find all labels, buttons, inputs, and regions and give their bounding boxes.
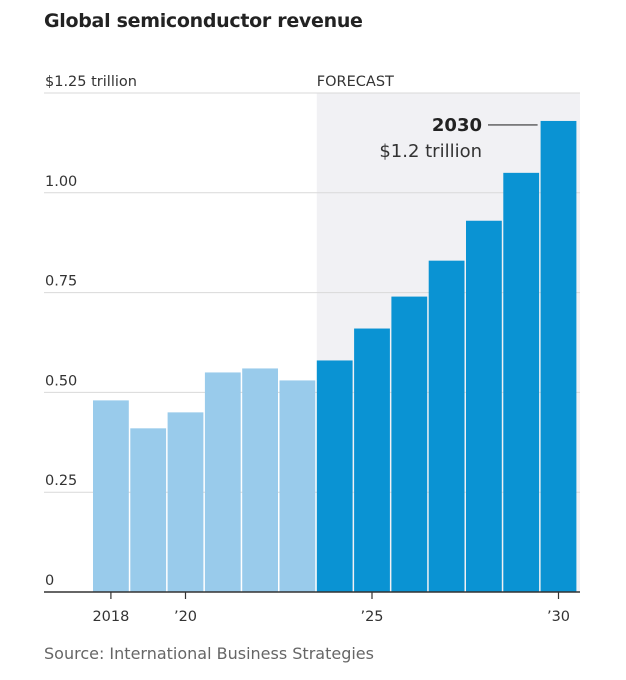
- y-tick-label: 0.50: [45, 373, 77, 389]
- bar-2018: [93, 400, 129, 592]
- bar-2030: [540, 120, 577, 592]
- source-note: Source: International Business Strategie…: [44, 644, 374, 663]
- y-tick-label: $1.25 trillion: [45, 74, 137, 90]
- annotation-value: $1.2 trillion: [379, 141, 482, 162]
- bar-2026: [391, 296, 428, 592]
- bar-2022: [242, 368, 278, 592]
- bar-chart: $1.25 trillion 1.00 0.75 0.50 0.25 0 FORECAST 2…: [44, 74, 580, 625]
- bar-2021: [204, 372, 241, 592]
- chart-title: Global semiconductor revenue: [44, 10, 363, 32]
- bar-2027: [428, 260, 465, 592]
- bar-2019: [130, 428, 167, 592]
- bar-2028: [466, 220, 502, 592]
- x-tick-label: ’25: [360, 609, 383, 625]
- y-tick-label: 1.00: [45, 174, 77, 190]
- bar-2023: [279, 380, 316, 592]
- bar-2020: [167, 412, 204, 592]
- y-tick-label: 0.25: [45, 473, 77, 489]
- x-tick-label: ’20: [174, 609, 197, 625]
- y-tick-label: 0: [45, 573, 54, 589]
- y-tick-label: 0.75: [45, 274, 77, 290]
- bar-2024: [316, 360, 353, 592]
- x-tick-label: 2018: [92, 609, 129, 625]
- bar-2025: [354, 328, 390, 592]
- annotation-year: 2030: [432, 115, 482, 136]
- x-tick-label: ’30: [547, 609, 570, 625]
- bar-2029: [503, 172, 540, 592]
- forecast-label: FORECAST: [317, 74, 394, 90]
